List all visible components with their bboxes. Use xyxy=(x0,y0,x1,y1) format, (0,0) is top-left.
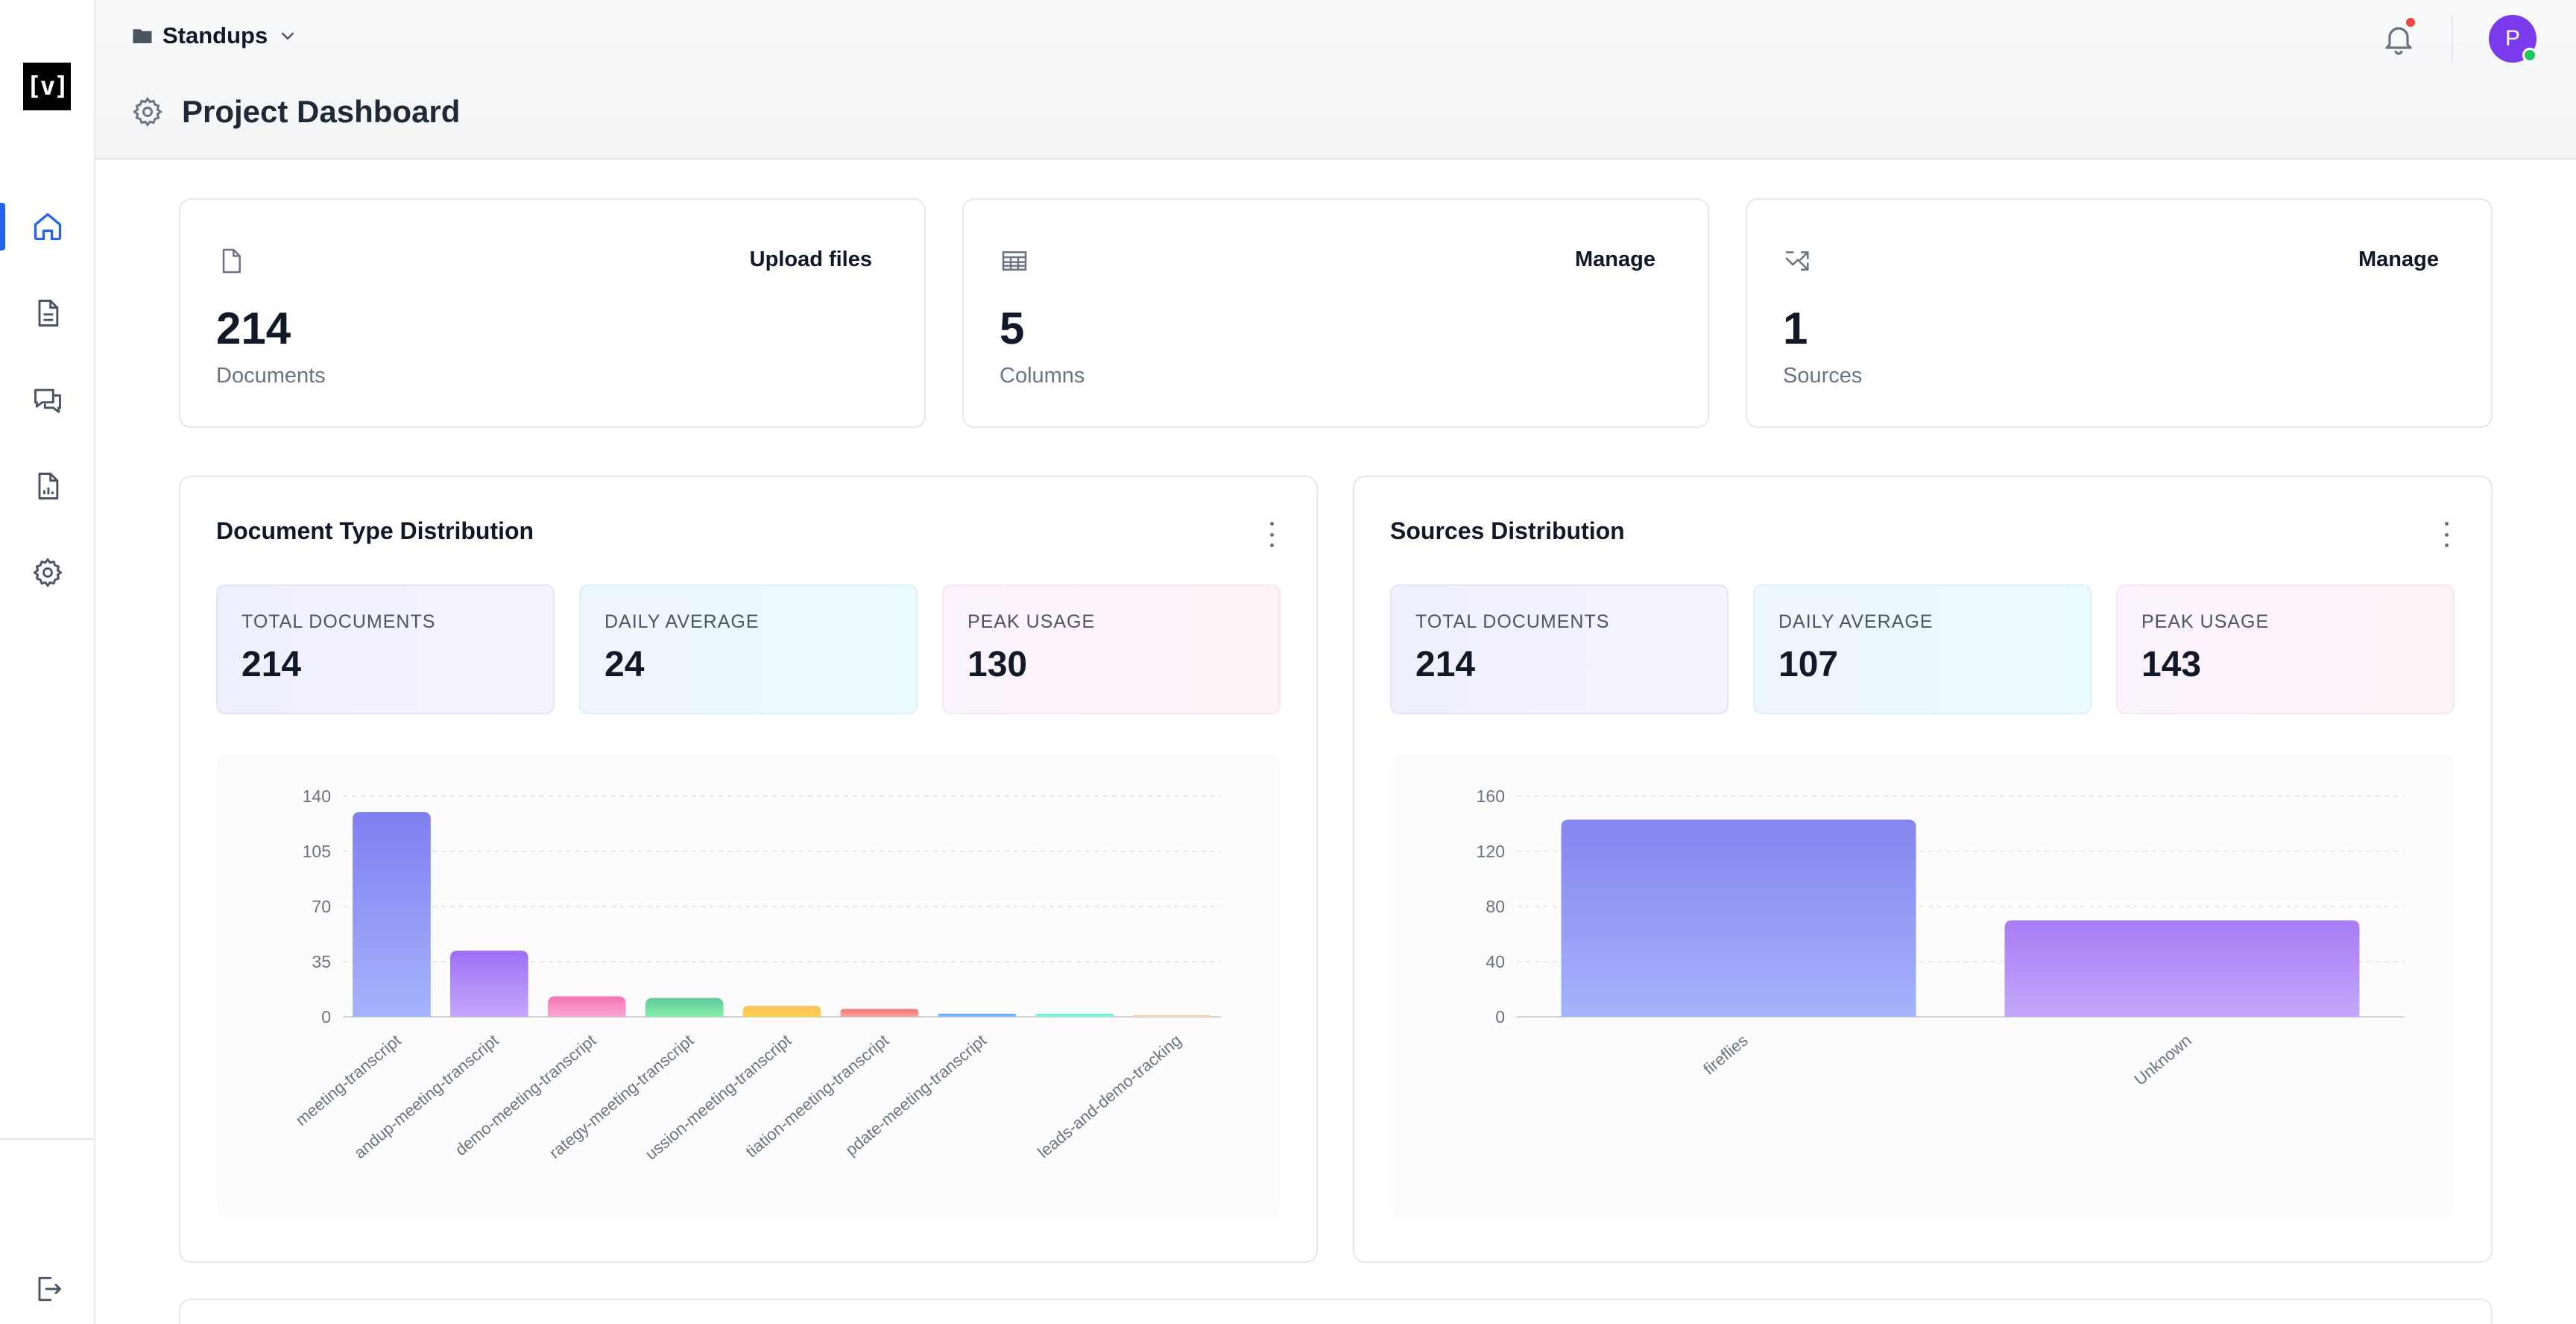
chart-bar xyxy=(353,812,431,1017)
chart-bar xyxy=(547,996,626,1017)
chart-area: 0 40 80 120 160 fireflies Unknown xyxy=(1390,754,2455,1217)
panel-title: Document Type Distribution xyxy=(216,517,534,544)
sources-count: 1 xyxy=(1783,303,1808,353)
x-tick-label: fireflies xyxy=(1699,1031,1751,1079)
y-tick-label: 160 xyxy=(1477,786,1505,806)
y-tick-label: 105 xyxy=(303,842,331,861)
chart-bar xyxy=(645,997,724,1017)
chevron-down-icon xyxy=(281,32,294,40)
page-title-row: Project Dashboard xyxy=(131,94,460,130)
logout-icon xyxy=(38,1276,61,1302)
metric-value: 107 xyxy=(1778,645,1839,684)
y-tick-label: 0 xyxy=(321,1007,331,1027)
metric-value: 214 xyxy=(242,645,302,684)
more-options-icon[interactable] xyxy=(1264,522,1279,547)
trend-arrows-icon xyxy=(1785,251,1809,271)
bell-icon xyxy=(2385,27,2412,55)
sources-panel: Sources Distribution TOTAL DOCUMENTS 214… xyxy=(1353,476,2493,1263)
y-tick-label: 120 xyxy=(1477,842,1505,861)
metric-label: DAILY AVERAGE xyxy=(1778,611,1933,632)
total-documents-metric: TOTAL DOCUMENTS 214 xyxy=(216,584,555,714)
next-section-card xyxy=(179,1299,2493,1324)
documents-count: 214 xyxy=(216,303,291,353)
sources-label: Sources xyxy=(1783,364,1863,388)
columns-count: 5 xyxy=(1000,303,1025,353)
chart-area: 0 35 70 105 140 meeting-transcript andup-meeti… xyxy=(216,754,1281,1217)
y-tick-label: 0 xyxy=(1495,1007,1505,1027)
daily-average-metric: DAILY AVERAGE 24 xyxy=(579,584,918,714)
chart-bar xyxy=(742,1006,821,1017)
daily-average-metric: DAILY AVERAGE 107 xyxy=(1753,584,2092,714)
metric-label: DAILY AVERAGE xyxy=(604,611,760,632)
nav-chat[interactable] xyxy=(0,370,95,429)
y-tick-label: 40 xyxy=(1486,952,1505,971)
folder-icon xyxy=(133,29,152,43)
metric-value: 130 xyxy=(967,645,1028,684)
metric-label: TOTAL DOCUMENTS xyxy=(1415,611,1610,632)
manage-sources-button[interactable]: Manage xyxy=(2358,248,2439,271)
nav-home[interactable] xyxy=(0,197,95,256)
peak-usage-metric: PEAK USAGE 130 xyxy=(942,584,1281,714)
page-title: Project Dashboard xyxy=(182,94,461,129)
metric-value: 143 xyxy=(2141,645,2202,684)
metric-label: TOTAL DOCUMENTS xyxy=(242,611,436,632)
metric-value: 214 xyxy=(1415,645,1476,684)
report-chart-icon xyxy=(38,473,59,499)
chart-bar xyxy=(449,951,528,1017)
y-tick-label: 35 xyxy=(312,952,331,971)
document-icon xyxy=(38,300,59,327)
notifications-button[interactable] xyxy=(2376,16,2421,61)
metric-value: 24 xyxy=(604,645,645,684)
notification-dot xyxy=(2405,16,2416,28)
table-icon xyxy=(1002,251,1027,271)
sidebar: [v] xyxy=(0,0,95,1324)
panel-title: Sources Distribution xyxy=(1390,517,1625,544)
top-header: Standups Project Dashboard P xyxy=(95,0,2576,160)
home-icon xyxy=(34,212,62,241)
chart-bar xyxy=(1133,1015,1211,1017)
y-tick-label: 80 xyxy=(1486,897,1505,916)
header-divider xyxy=(2452,15,2453,63)
document-type-chart: 03570105140meeting-transcriptandup-meeti… xyxy=(292,786,1221,1164)
metric-label: PEAK USAGE xyxy=(967,611,1096,632)
nav-active-indicator xyxy=(0,203,5,250)
more-options-icon[interactable] xyxy=(2439,522,2454,547)
project-name: Standups xyxy=(162,22,268,48)
chart-bar xyxy=(840,1009,919,1017)
peak-usage-metric: PEAK USAGE 143 xyxy=(2116,584,2455,714)
gear-icon xyxy=(33,558,63,587)
chart-bar xyxy=(938,1013,1017,1017)
documents-stat-card: Upload files 214 Documents xyxy=(179,198,926,428)
chart-bar xyxy=(1035,1013,1114,1017)
x-tick-label: leads-and-demo-tracking xyxy=(1034,1031,1184,1162)
nav-settings[interactable] xyxy=(0,543,95,602)
online-status-dot xyxy=(2522,48,2537,63)
y-tick-label: 140 xyxy=(303,786,331,806)
x-tick-label: meeting-transcript xyxy=(292,1031,405,1129)
chat-bubbles-icon xyxy=(34,388,61,413)
x-tick-label: Unknown xyxy=(2130,1031,2194,1089)
sources-stat-card: Manage 1 Sources xyxy=(1746,198,2493,428)
columns-stat-card: Manage 5 Columns xyxy=(962,198,1709,428)
document-icon xyxy=(222,248,241,274)
document-type-panel: Document Type Distribution TOTAL DOCUMEN… xyxy=(179,476,1318,1263)
project-switcher[interactable]: Standups xyxy=(131,22,299,49)
sidebar-divider xyxy=(0,1138,95,1140)
columns-label: Columns xyxy=(1000,364,1085,388)
metric-label: PEAK USAGE xyxy=(2141,611,2270,632)
app-logo[interactable]: [v] xyxy=(23,63,71,110)
total-documents-metric: TOTAL DOCUMENTS 214 xyxy=(1390,584,1729,714)
documents-label: Documents xyxy=(216,364,326,388)
nav-documents[interactable] xyxy=(0,283,95,343)
nav-logout[interactable] xyxy=(0,1259,95,1319)
gear-icon[interactable] xyxy=(131,95,164,128)
y-tick-label: 70 xyxy=(312,897,331,916)
nav-reports[interactable] xyxy=(0,456,95,516)
manage-columns-button[interactable]: Manage xyxy=(1575,248,1655,271)
sources-chart: 0 40 80 120 160 fireflies Unknown xyxy=(1477,786,2404,1089)
upload-files-button[interactable]: Upload files xyxy=(749,248,872,271)
chart-bar xyxy=(1561,819,1916,1017)
chart-bar xyxy=(2004,920,2360,1017)
